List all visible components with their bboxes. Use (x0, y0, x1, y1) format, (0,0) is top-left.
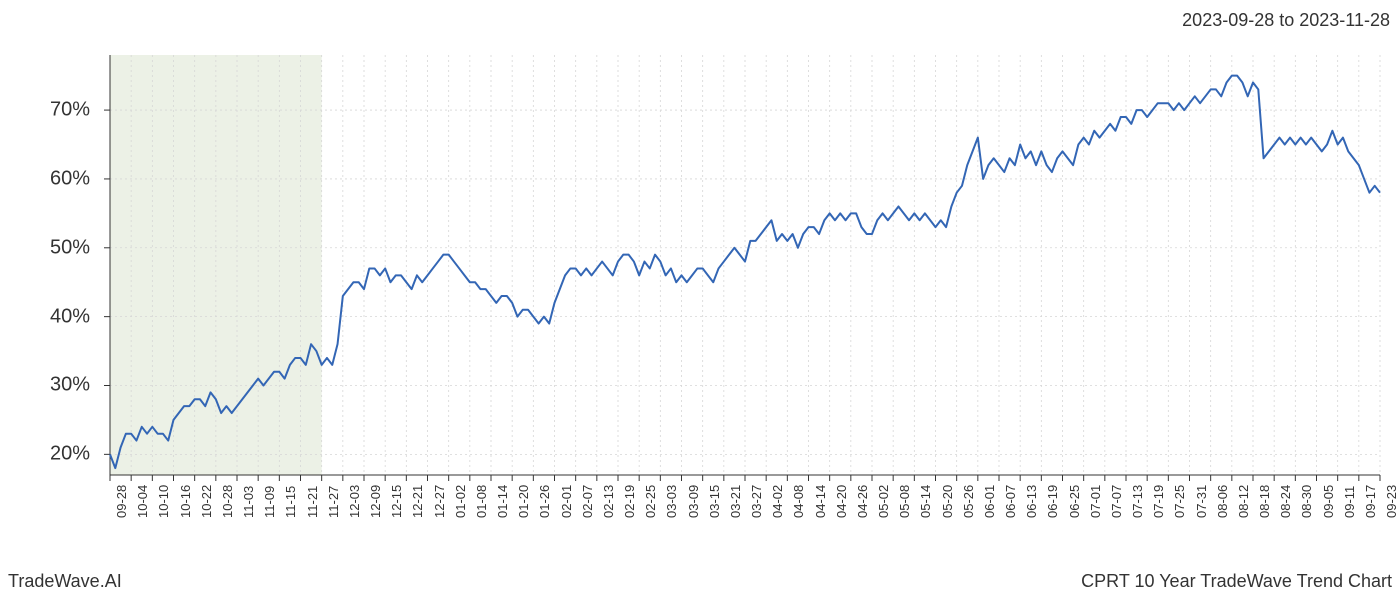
x-tick-label: 08-24 (1278, 485, 1293, 518)
x-tick-label: 04-08 (791, 485, 806, 518)
x-tick-label: 04-14 (813, 485, 828, 518)
date-range-label: 2023-09-28 to 2023-11-28 (1182, 10, 1390, 31)
x-tick-label: 08-06 (1215, 485, 1230, 518)
watermark-left: TradeWave.AI (8, 571, 122, 592)
x-tick-label: 01-08 (474, 485, 489, 518)
x-tick-label: 09-05 (1321, 485, 1336, 518)
x-tick-label: 02-01 (559, 485, 574, 518)
x-tick-label: 03-03 (664, 485, 679, 518)
x-tick-label: 10-28 (220, 485, 235, 518)
x-tick-label: 09-28 (114, 485, 129, 518)
x-tick-label: 03-15 (707, 485, 722, 518)
x-tick-label: 02-19 (622, 485, 637, 518)
x-tick-label: 07-07 (1109, 485, 1124, 518)
x-tick-label: 05-02 (876, 485, 891, 518)
x-tick-label: 10-16 (178, 485, 193, 518)
x-tick-label: 04-26 (855, 485, 870, 518)
x-tick-label: 07-25 (1172, 485, 1187, 518)
chart-svg (110, 55, 1380, 475)
x-tick-label: 06-01 (982, 485, 997, 518)
x-tick-label: 11-15 (283, 486, 298, 518)
x-tick-label: 11-21 (305, 486, 320, 518)
x-tick-label: 12-27 (432, 485, 447, 518)
x-tick-label: 12-21 (410, 485, 425, 518)
y-tick-label: 40% (50, 305, 90, 328)
x-tick-label: 08-18 (1257, 485, 1272, 518)
x-tick-label: 09-17 (1363, 485, 1378, 518)
x-tick-label: 01-02 (453, 485, 468, 518)
x-tick-label: 07-01 (1088, 485, 1103, 518)
x-tick-label: 01-20 (516, 485, 531, 518)
x-tick-label: 06-07 (1003, 485, 1018, 518)
x-tick-label: 03-21 (728, 485, 743, 518)
plot-area (110, 55, 1380, 475)
x-tick-label: 12-15 (389, 485, 404, 518)
chart-container: 2023-09-28 to 2023-11-28 20% 30% 40% 50% 60%… (0, 0, 1400, 600)
x-tick-label: 10-22 (199, 485, 214, 518)
y-axis: 20% 30% 40% 50% 60% 70% (0, 55, 100, 475)
y-tick-label: 30% (50, 374, 90, 397)
x-tick-label: 08-12 (1236, 485, 1251, 518)
x-tick-label: 11-09 (262, 486, 277, 518)
x-tick-label: 10-10 (156, 485, 171, 518)
x-tick-label: 03-27 (749, 485, 764, 518)
x-tick-label: 04-20 (834, 485, 849, 518)
x-tick-label: 03-09 (686, 485, 701, 518)
y-tick-label: 70% (50, 99, 90, 122)
x-tick-label: 06-13 (1024, 485, 1039, 518)
x-tick-label: 07-19 (1151, 485, 1166, 518)
x-tick-label: 07-31 (1194, 485, 1209, 518)
x-tick-label: 06-19 (1045, 485, 1060, 518)
x-tick-label: 11-27 (326, 486, 341, 518)
x-tick-label: 02-25 (643, 485, 658, 518)
x-tick-label: 06-25 (1067, 485, 1082, 518)
x-tick-label: 11-03 (241, 486, 256, 518)
x-tick-label: 12-03 (347, 485, 362, 518)
y-tick-label: 20% (50, 443, 90, 466)
x-tick-label: 05-14 (918, 485, 933, 518)
x-axis: 09-28 10-04 10-10 10-16 10-22 10-28 11-03 11-09… (110, 478, 1380, 558)
x-tick-label: 05-08 (897, 485, 912, 518)
x-tick-label: 08-30 (1299, 485, 1314, 518)
y-tick-label: 60% (50, 167, 90, 190)
x-tick-label: 09-23 (1384, 485, 1399, 518)
x-tick-label: 10-04 (135, 485, 150, 518)
x-tick-label: 02-07 (580, 485, 595, 518)
x-tick-label: 05-20 (940, 485, 955, 518)
x-tick-label: 09-11 (1342, 486, 1357, 518)
x-tick-label: 01-26 (537, 485, 552, 518)
y-tick-label: 50% (50, 236, 90, 259)
x-tick-label: 07-13 (1130, 485, 1145, 518)
watermark-right: CPRT 10 Year TradeWave Trend Chart (1081, 571, 1392, 592)
x-tick-label: 02-13 (601, 485, 616, 518)
x-tick-label: 05-26 (961, 485, 976, 518)
x-tick-label: 01-14 (495, 485, 510, 518)
x-tick-label: 04-02 (770, 485, 785, 518)
x-tick-label: 12-09 (368, 485, 383, 518)
